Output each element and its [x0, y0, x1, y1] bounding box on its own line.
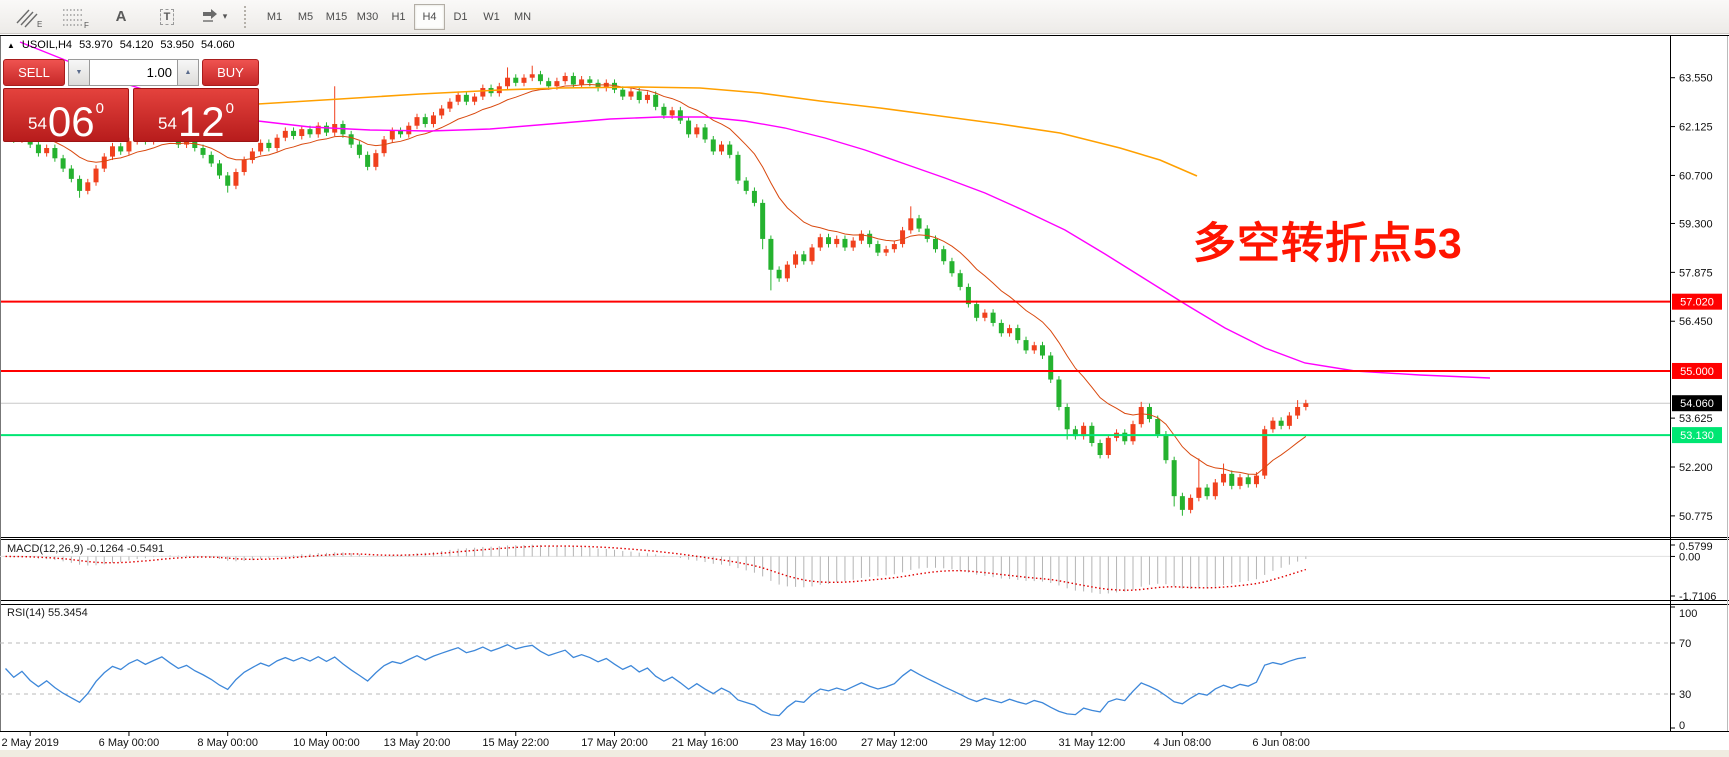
volume-decrease-button[interactable]: ▼ [67, 59, 90, 86]
svg-text:4 Jun 08:00: 4 Jun 08:00 [1154, 737, 1212, 749]
svg-text:17 May 20:00: 17 May 20:00 [581, 737, 648, 749]
svg-text:6 May 00:00: 6 May 00:00 [99, 737, 160, 749]
timeframe-button-h1[interactable]: H1 [383, 4, 414, 30]
bottom-strip [0, 750, 1729, 757]
svg-text:23 May 16:00: 23 May 16:00 [770, 737, 837, 749]
toolbar: E F A T ▾ M1 M5 M15 M30 H1 H4 D1 W1 MN [0, 0, 1729, 34]
timeframe-button-w1[interactable]: W1 [476, 4, 507, 30]
timeframe-button-h4[interactable]: H4 [414, 3, 445, 30]
svg-text:27 May 12:00: 27 May 12:00 [861, 737, 928, 749]
svg-text:0.5799: 0.5799 [1679, 541, 1713, 553]
svg-text:2 May 2019: 2 May 2019 [1, 737, 58, 749]
text-label-icon[interactable]: A [104, 4, 138, 30]
svg-text:10 May 00:00: 10 May 00:00 [293, 737, 360, 749]
svg-text:F: F [84, 21, 89, 28]
svg-text:63.550: 63.550 [1679, 73, 1713, 85]
svg-text:53.130: 53.130 [1680, 430, 1714, 442]
svg-text:57.875: 57.875 [1679, 267, 1713, 279]
sell-price-superscript: 0 [95, 100, 104, 117]
svg-text:0: 0 [1679, 720, 1685, 732]
price-axis: 63.550 62.125 60.700 59.300 57.875 56.450 53.6… [1670, 73, 1722, 523]
dropdown-caret-icon: ▾ [222, 11, 228, 21]
svg-text:30: 30 [1679, 689, 1691, 701]
buy-price-big-digits: 12 [177, 98, 225, 146]
macd-label: MACD(12,26,9) -0.1264 -0.5491 [7, 543, 165, 555]
equidistant-channel-icon[interactable]: E [12, 4, 46, 30]
one-click-trading-panel: SELL ▼ ▲ BUY 54 06 0 54 12 0 [3, 59, 259, 146]
moving-averages-layer [19, 41, 1491, 475]
timeframe-button-m15[interactable]: M15 [321, 4, 352, 30]
svg-text:55.000: 55.000 [1680, 366, 1714, 378]
sell-price-whole: 54 [28, 114, 47, 133]
svg-text:54.060: 54.060 [1680, 398, 1714, 410]
svg-text:52.200: 52.200 [1679, 462, 1713, 474]
svg-text:53.625: 53.625 [1679, 413, 1713, 425]
rsi-panel: 100 70 30 0 [0, 606, 1697, 732]
low-value: 53.950 [160, 39, 195, 51]
svg-text:6 Jun 08:00: 6 Jun 08:00 [1252, 737, 1310, 749]
rsi-label: RSI(14) 55.3454 [7, 607, 88, 619]
svg-text:-1.7106: -1.7106 [1679, 591, 1716, 603]
buy-price-whole: 54 [158, 114, 177, 133]
svg-text:50.775: 50.775 [1679, 511, 1713, 523]
volume-spinner: ▼ ▲ [67, 59, 199, 86]
svg-text:31 May 12:00: 31 May 12:00 [1059, 737, 1126, 749]
symbol-label: USOIL,H4 [21, 39, 73, 51]
svg-text:57.020: 57.020 [1680, 297, 1714, 309]
buy-price-display[interactable]: 54 12 0 [133, 88, 259, 146]
buy-button[interactable]: BUY [201, 59, 259, 86]
time-axis[interactable]: 2 May 2019 6 May 00:00 8 May 00:00 10 May 0… [1, 731, 1310, 749]
svg-text:0.00: 0.00 [1679, 551, 1700, 563]
svg-text:21 May 16:00: 21 May 16:00 [672, 737, 739, 749]
timeframe-button-mn[interactable]: MN [507, 4, 538, 30]
volume-input[interactable] [89, 59, 177, 86]
text-box-icon[interactable]: T [150, 4, 184, 30]
fibonacci-tool-icon[interactable]: F [58, 4, 92, 30]
buy-price-superscript: 0 [225, 100, 234, 117]
svg-text:70: 70 [1679, 638, 1691, 650]
svg-text:60.700: 60.700 [1679, 170, 1713, 182]
svg-text:13 May 20:00: 13 May 20:00 [384, 737, 451, 749]
timeframe-button-m5[interactable]: M5 [290, 4, 321, 30]
high-value: 54.120 [119, 39, 154, 51]
svg-text:62.125: 62.125 [1679, 122, 1713, 134]
svg-text:100: 100 [1679, 608, 1697, 620]
sell-price-big-digits: 06 [47, 98, 95, 146]
sell-button[interactable]: SELL [3, 59, 65, 86]
svg-text:8 May 00:00: 8 May 00:00 [197, 737, 258, 749]
svg-text:29 May 12:00: 29 May 12:00 [960, 737, 1027, 749]
panel-borders [0, 35, 1729, 732]
timeframe-button-d1[interactable]: D1 [445, 4, 476, 30]
timeframe-button-m1[interactable]: M1 [259, 4, 290, 30]
chart-title-bar: ▲ USOIL,H4 53.970 54.120 53.950 54.060 [7, 39, 235, 51]
sell-price-display[interactable]: 54 06 0 [3, 88, 129, 146]
close-value: 54.060 [201, 39, 235, 51]
svg-text:56.450: 56.450 [1679, 316, 1713, 328]
arrow-objects-icon[interactable]: ▾ [196, 4, 230, 30]
collapse-icon[interactable]: ▲ [7, 40, 15, 50]
open-value: 53.970 [79, 39, 113, 51]
svg-text:59.300: 59.300 [1679, 218, 1713, 230]
volume-increase-button[interactable]: ▲ [176, 59, 199, 86]
annotation-text: 多空转折点53 [1193, 220, 1463, 268]
svg-text:15 May 22:00: 15 May 22:00 [482, 737, 549, 749]
timeframe-button-m30[interactable]: M30 [352, 4, 383, 30]
toolbar-separator [244, 5, 251, 28]
horizontal-level-lines[interactable] [0, 300, 1670, 437]
svg-text:E: E [37, 20, 42, 28]
